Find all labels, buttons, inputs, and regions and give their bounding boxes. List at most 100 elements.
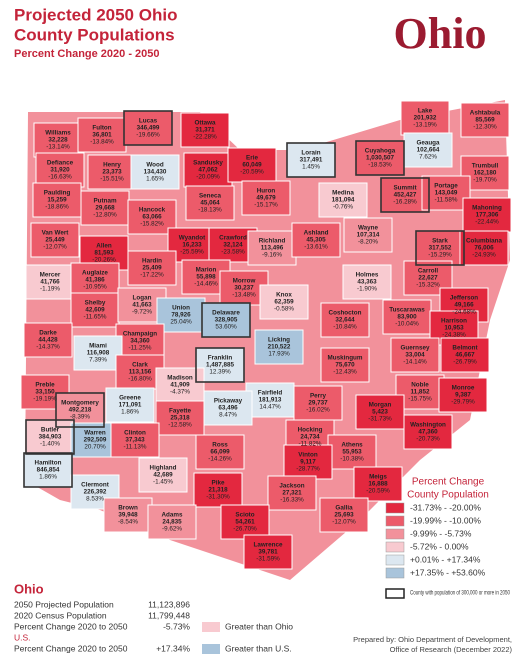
county-population: 54,261: [235, 519, 255, 526]
county-change: -26.79%: [453, 359, 477, 366]
county-population: 102,664: [417, 147, 440, 154]
county-name: Auglaize: [82, 270, 108, 277]
county: [291, 222, 341, 258]
county-population: 25,449: [45, 237, 65, 244]
county: [243, 534, 293, 570]
county-change: -9.72%: [132, 309, 152, 316]
county-name: Champaign: [123, 331, 157, 338]
county-change: -0.58%: [274, 306, 294, 313]
county-change: -12.58%: [168, 422, 192, 429]
county-population: 63,496: [218, 405, 238, 412]
county-population: 5,423: [372, 409, 388, 416]
county-population: 34,360: [130, 338, 150, 345]
county-change: -10.38%: [340, 456, 364, 463]
county-change: 8.53%: [86, 496, 104, 503]
county-change: -11.25%: [129, 345, 152, 352]
county-population: 32,644: [335, 317, 355, 324]
county: [25, 264, 75, 300]
county-change: -13.48%: [232, 292, 256, 299]
county-change: -13.19%: [413, 122, 437, 129]
county-name: Harrison: [441, 318, 467, 325]
county-change: -28.77%: [296, 466, 320, 473]
county-name: Medina: [332, 190, 354, 197]
county-name: Morgan: [369, 402, 392, 409]
county-change: -10.04%: [395, 321, 419, 328]
county-name: Putnam: [93, 198, 116, 205]
county: [382, 299, 432, 335]
county-change: -18.86%: [45, 204, 69, 211]
county-name: Morrow: [233, 278, 256, 285]
county-population: 33,150: [35, 389, 55, 396]
county-population: 317,491: [300, 157, 323, 164]
county-change: -12.07%: [332, 519, 356, 526]
county-name: Adams: [162, 512, 183, 519]
county-name: Darke: [39, 330, 57, 337]
county-population: 41,386: [85, 277, 105, 284]
county-name: Mercer: [40, 272, 61, 279]
county-outline: [123, 110, 173, 146]
county-name: Wyandot: [179, 235, 206, 242]
county-change: -1.45%: [153, 479, 173, 486]
key-label: Greater than Ohio: [225, 621, 293, 631]
county-population: 45,305: [306, 237, 326, 244]
county-population: 27,321: [282, 490, 302, 497]
county-population: 25,693: [334, 512, 354, 519]
county-name: Allen: [96, 243, 112, 250]
subtitle: Percent Change 2020 - 2050: [14, 48, 160, 60]
county-population: 162,180: [474, 170, 497, 177]
county: [110, 422, 160, 458]
county-change: -29.79%: [451, 399, 475, 406]
county: [241, 180, 291, 216]
county-change: -1.90%: [357, 286, 377, 293]
county: [220, 504, 270, 540]
county-outline: [201, 302, 251, 338]
county-population: 23,373: [102, 169, 122, 176]
county-change: -12.07%: [43, 244, 67, 251]
row-label: 2020 Census Population: [14, 610, 107, 620]
county: [403, 414, 453, 450]
county: [267, 475, 317, 511]
legend: Percent Change County Population -31.73%…: [385, 477, 510, 599]
county-name: Stark: [432, 238, 448, 245]
county-name: Trumbull: [472, 163, 499, 170]
county-change: -10.95%: [83, 284, 107, 291]
county: [342, 264, 392, 300]
county: [318, 182, 368, 218]
county: [259, 284, 309, 320]
county-population: 16,888: [368, 481, 388, 488]
county-change: -15.32%: [416, 282, 440, 289]
row-label: 2050 Projected Population: [14, 599, 114, 609]
county-outline: [380, 177, 430, 213]
county-name: Preble: [35, 382, 55, 389]
county-population: 134,430: [144, 169, 167, 176]
county-change: -9.16%: [262, 252, 282, 259]
county-name: Paulding: [44, 190, 71, 197]
legend-label: +0.01% - +17.34%: [410, 554, 481, 564]
county-population: 44,428: [38, 337, 58, 344]
county-name: Warren: [84, 430, 106, 437]
county: [462, 197, 512, 233]
county: [195, 434, 245, 470]
county-population: 181,913: [259, 397, 282, 404]
county-population: 16,233: [182, 242, 202, 249]
county-population: 33,004: [405, 352, 425, 359]
county-name: Perry: [310, 393, 327, 400]
county-name: Ashland: [304, 230, 329, 237]
row-label: Percent Change 2020 to 2050: [14, 643, 128, 653]
county-name: Guernsey: [400, 345, 430, 352]
county-population: 177,306: [476, 212, 499, 219]
summary-title: Ohio: [14, 581, 44, 596]
county-name: Fayette: [169, 408, 192, 415]
county: [421, 175, 471, 211]
county-name: Butler: [41, 427, 60, 434]
county-population: 42,609: [85, 307, 105, 314]
county-change: -12.43%: [333, 369, 357, 376]
county-population: 113,156: [129, 369, 152, 376]
county-population: 32,124: [223, 242, 243, 249]
county-name: Ottawa: [195, 120, 216, 127]
county-population: 317,552: [429, 245, 452, 252]
county: [147, 504, 197, 540]
county-population: 21,318: [208, 487, 228, 494]
county: [319, 497, 369, 533]
